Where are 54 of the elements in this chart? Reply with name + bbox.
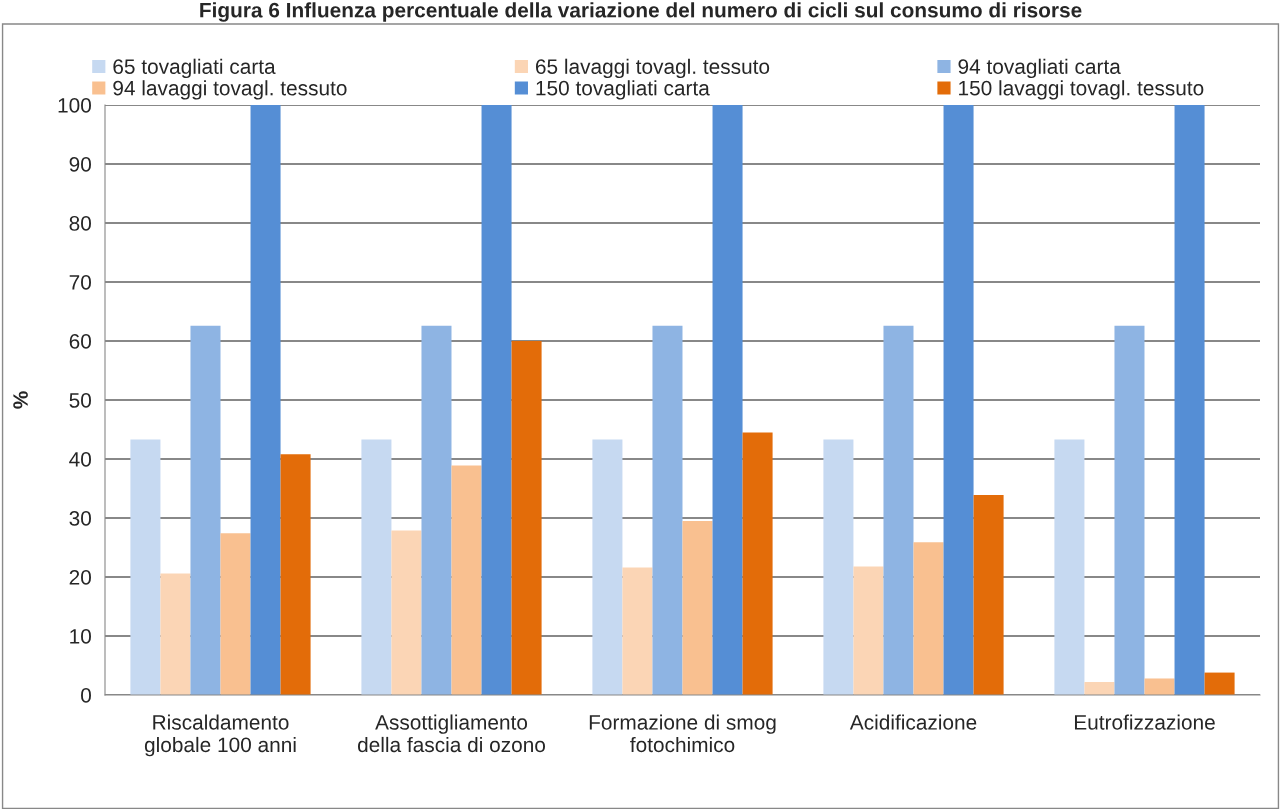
- bar: [853, 566, 884, 695]
- bar: [130, 439, 161, 695]
- bar: [592, 439, 623, 695]
- bar: [511, 341, 542, 695]
- bar: [160, 573, 191, 695]
- chart-title: Figura 6 Influenza percentuale della variazione del numero di cicli sul consumo di risorse: [200, 2, 1082, 22]
- bar: [943, 105, 974, 695]
- bar: [361, 439, 392, 695]
- legend-label: 150 lavaggi tovagl. tessuto: [959, 80, 1204, 100]
- legend-label: 94 tovagliati carta: [958, 58, 1121, 79]
- y-tick-label: 10: [70, 629, 91, 644]
- x-tick-label: Assottigliamento della fascia di ozono: [357, 714, 546, 753]
- x-tick-label: Eutrofizzazione: [1074, 714, 1215, 730]
- bar: [220, 533, 251, 695]
- bar: [682, 520, 713, 695]
- legend-label: 150 tovagliati carta: [536, 80, 710, 100]
- bar: [973, 494, 1004, 695]
- bar: [1084, 682, 1115, 695]
- y-tick-label: 20: [69, 570, 91, 585]
- y-tick-label: 100: [58, 98, 91, 113]
- bar: [391, 530, 422, 695]
- x-tick-label: Acidificazione: [849, 714, 977, 730]
- y-axis-title: %: [13, 391, 28, 409]
- y-tick-label: 70: [69, 275, 91, 290]
- bar: [823, 439, 854, 695]
- bar: [1114, 325, 1145, 695]
- bar: [913, 542, 944, 695]
- bar: [1174, 105, 1205, 695]
- bar: [652, 325, 683, 695]
- y-tick-label: 0: [81, 688, 91, 703]
- y-tick-label: 90: [69, 157, 91, 172]
- x-tick-label: Riscaldamento globale 100 anni: [144, 714, 296, 757]
- legend-label: 65 lavaggi tovagl. tessuto: [535, 58, 770, 79]
- y-tick-label: 80: [69, 216, 91, 231]
- bar: [1144, 678, 1175, 695]
- bar: [280, 454, 311, 695]
- bar: [712, 105, 743, 695]
- y-tick-label: 50: [69, 393, 91, 408]
- bar: [250, 105, 281, 695]
- bar: [421, 325, 452, 695]
- x-tick-label: Formazione di smog fotochimico: [589, 714, 776, 753]
- y-tick-label: 30: [69, 511, 91, 526]
- bar: [883, 325, 914, 695]
- y-tick-label: 60: [69, 334, 91, 349]
- bar: [742, 432, 773, 695]
- legend-label: 65 tovagliati carta: [113, 58, 276, 79]
- legend-label: 94 lavaggi tovagl. tessuto: [113, 80, 347, 100]
- bar: [622, 567, 653, 695]
- y-tick-label: 40: [69, 452, 91, 467]
- bar: [481, 105, 512, 695]
- bar: [451, 465, 482, 695]
- bar: [1204, 672, 1235, 695]
- bar: [190, 325, 221, 695]
- bar: [1054, 439, 1085, 695]
